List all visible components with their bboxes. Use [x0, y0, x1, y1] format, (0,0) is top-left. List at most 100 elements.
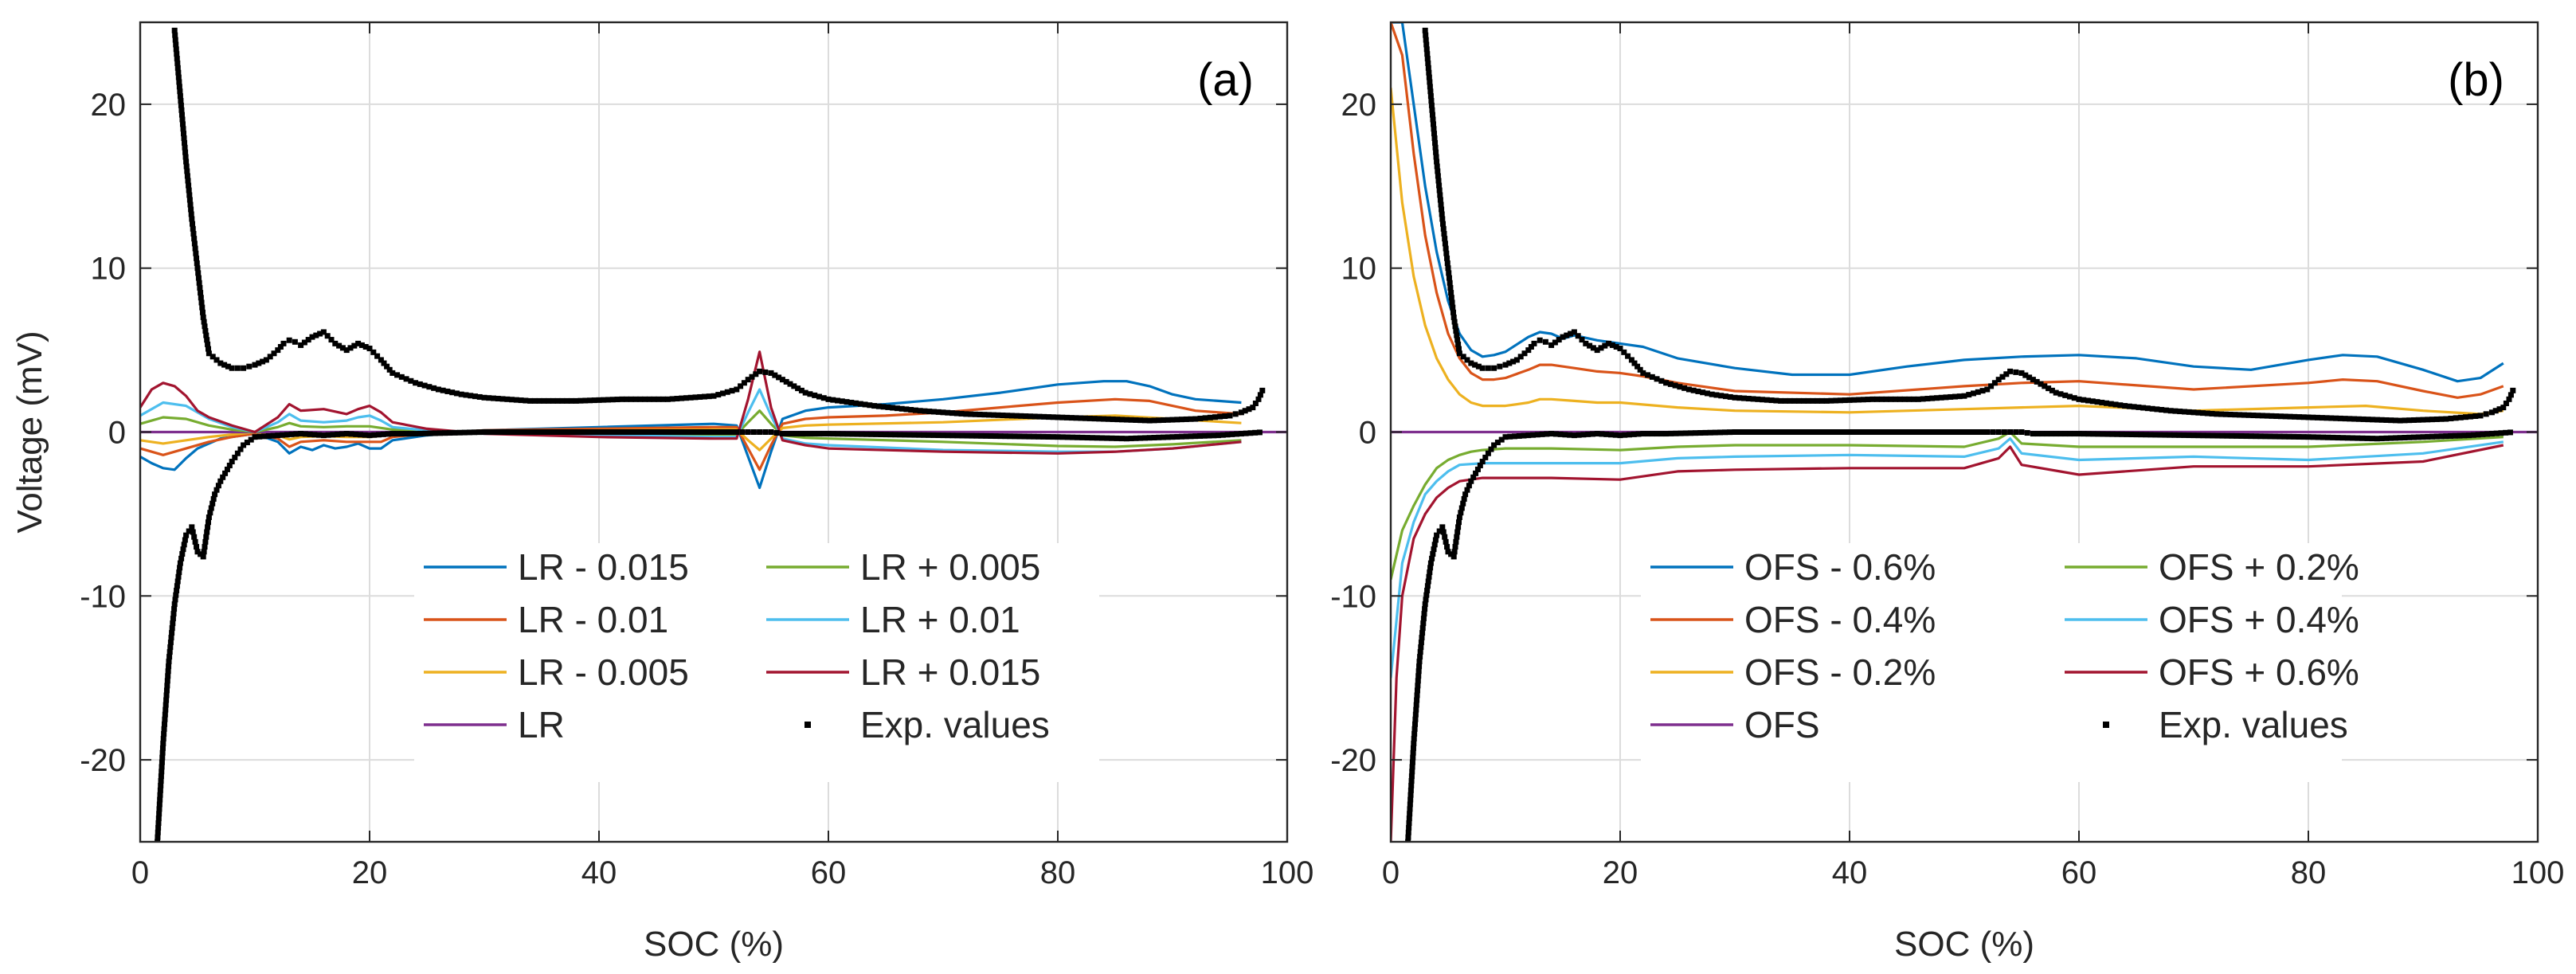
data-point: [194, 544, 200, 550]
data-point: [2378, 417, 2385, 423]
data-point: [196, 280, 202, 286]
data-point: [917, 408, 923, 414]
legend-item: LR + 0.015: [766, 651, 1040, 693]
data-point: [1823, 397, 1830, 404]
data-point: [1571, 329, 1577, 335]
data-point: [2360, 416, 2367, 422]
data-point: [857, 401, 863, 407]
data-point: [1631, 360, 1638, 366]
data-point: [293, 431, 299, 437]
data-point: [1429, 111, 1435, 118]
data-point: [1259, 387, 1266, 393]
data-point: [1531, 340, 1537, 346]
data-point: [1768, 397, 1775, 404]
data-point: [2438, 433, 2445, 440]
data-point: [2030, 431, 2036, 437]
data-point: [1426, 74, 1432, 80]
data-point: [207, 510, 213, 516]
data-point: [1548, 431, 1555, 437]
data-point: [1050, 414, 1056, 421]
data-point: [2406, 434, 2413, 440]
data-point: [964, 432, 970, 439]
data-point: [1603, 431, 1610, 437]
legend-label: OFS - 0.2%: [1744, 651, 1936, 693]
data-point: [164, 678, 170, 684]
data-point: [2181, 432, 2187, 438]
data-point: [1856, 429, 1862, 435]
data-point: [802, 431, 808, 437]
data-point: [1810, 397, 1816, 404]
data-point: [762, 429, 769, 435]
data-point: [2402, 434, 2408, 440]
data-point: [1250, 405, 1256, 411]
data-point: [252, 434, 258, 440]
data-point: [175, 69, 182, 76]
legend-item: LR + 0.005: [766, 546, 1040, 588]
data-point: [1837, 429, 1843, 435]
data-point: [220, 474, 226, 480]
data-point: [706, 429, 712, 435]
data-point: [1430, 121, 1436, 127]
data-point: [162, 716, 168, 722]
data-point: [816, 393, 822, 400]
data-point: [1431, 135, 1438, 142]
data-point: [1035, 433, 1042, 440]
data-point: [217, 360, 224, 366]
data-point: [1422, 27, 1428, 33]
data-point: [921, 432, 927, 438]
data-point: [1539, 431, 1545, 437]
data-point: [1429, 555, 1435, 561]
data-point: [734, 429, 740, 435]
data-point: [878, 432, 884, 438]
data-point: [2315, 434, 2321, 440]
legend-swatch-dot: [805, 722, 811, 728]
data-point: [1979, 388, 1986, 394]
data-point: [518, 397, 524, 404]
data-point: [2282, 413, 2288, 420]
legend-label: LR: [518, 704, 565, 745]
data-point: [1933, 395, 1940, 401]
data-point: [1713, 392, 1720, 398]
data-point: [347, 345, 354, 351]
data-point: [2095, 431, 2101, 437]
data-point: [1408, 778, 1415, 784]
data-point: [159, 759, 165, 765]
data-point: [221, 362, 228, 368]
data-point: [385, 431, 391, 437]
data-point: [162, 706, 169, 713]
data-point: [1961, 393, 1967, 399]
data-point: [1628, 357, 1634, 363]
data-point: [1418, 640, 1424, 646]
data-point: [370, 349, 377, 355]
data-point: [887, 432, 894, 438]
data-point: [524, 429, 530, 435]
data-point: [186, 197, 193, 203]
data-point: [336, 342, 343, 349]
data-point: [217, 478, 224, 484]
data-point: [2488, 431, 2495, 437]
data-point: [1432, 139, 1439, 146]
data-point: [256, 360, 262, 366]
data-point: [165, 673, 171, 679]
data-point: [1151, 434, 1157, 440]
data-point: [1128, 436, 1134, 442]
data-point: [2218, 411, 2225, 417]
data-point: [2181, 409, 2187, 415]
data-point: [2483, 411, 2489, 417]
data-point: [628, 396, 634, 402]
x-tick-label: 60: [811, 855, 847, 890]
data-point: [156, 801, 162, 808]
data-point: [1491, 442, 1497, 448]
data-point: [1878, 396, 1885, 402]
data-point: [1502, 434, 1509, 440]
data-point: [1637, 366, 1643, 373]
data-point: [2081, 431, 2087, 437]
data-point: [206, 350, 212, 357]
data-point: [1146, 435, 1153, 441]
data-point: [198, 299, 205, 306]
data-point: [1796, 397, 1803, 404]
legend-item: OFS: [1650, 704, 1820, 745]
data-point: [2057, 391, 2064, 397]
data-point: [2157, 432, 2163, 438]
data-point: [1174, 433, 1180, 440]
